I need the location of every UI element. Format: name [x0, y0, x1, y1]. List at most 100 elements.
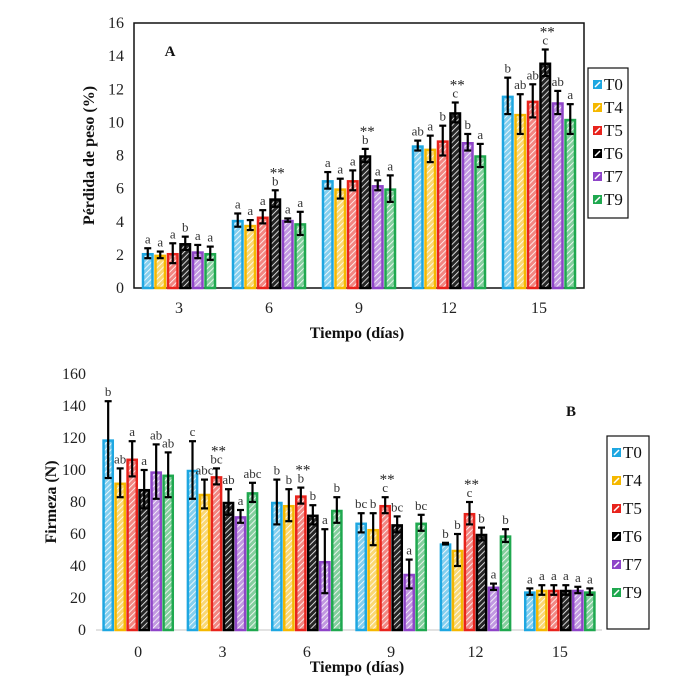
x-tick-label: 6 [303, 644, 311, 661]
bar-hatch [413, 146, 423, 288]
significance-letter: b [272, 173, 279, 188]
plot-frame [133, 22, 585, 289]
legend-label-t7: T7 [604, 167, 623, 186]
significance-letter: a [587, 571, 593, 586]
bar-hatch [247, 493, 258, 630]
bar-hatch [272, 503, 282, 630]
bar-hatch [223, 503, 234, 630]
bar-hatch [308, 515, 318, 630]
significance-letter: a [170, 226, 176, 241]
bar-hatch [425, 149, 435, 288]
panel-label: A [165, 44, 176, 60]
y-tick-label: 0 [116, 280, 124, 297]
significance-letter: a [297, 195, 303, 210]
legend-label-t5: T5 [623, 499, 642, 518]
bar-hatch [368, 530, 378, 630]
significance-letter: b [182, 220, 189, 235]
significance-letter: c [452, 86, 458, 101]
y-tick-label: 120 [62, 430, 86, 447]
significance-letter: a [285, 201, 291, 216]
bar-hatch [553, 103, 563, 288]
y-tick-label: 160 [62, 366, 86, 383]
bar-hatch [385, 189, 395, 288]
bar-hatch [440, 544, 451, 630]
bar-hatch [155, 255, 165, 288]
significance-letter: ab [222, 472, 234, 487]
significance-stars: ** [464, 477, 479, 493]
significance-letter: a [427, 119, 433, 134]
bar-hatch [296, 496, 306, 630]
x-axis-label: Tiempo (días) [310, 659, 404, 676]
bar-hatch [295, 224, 305, 288]
legend-label-t9: T9 [623, 583, 642, 602]
bar-hatch [245, 226, 255, 288]
significance-letter: a [477, 127, 483, 142]
legend: T0 T4 T5 T6 T7 T9 [587, 67, 629, 219]
legend-label-t7: T7 [623, 555, 642, 574]
significance-letter: ab [527, 67, 539, 82]
y-tick-label: 6 [116, 181, 124, 198]
x-tick-label: 0 [134, 644, 142, 661]
x-tick-label: 6 [265, 300, 273, 317]
significance-letter: a [387, 158, 393, 173]
bar-hatch [187, 471, 198, 630]
legend-label-t9: T9 [604, 190, 623, 209]
significance-letter: ab [552, 74, 564, 89]
legend-swatch-hatch [594, 104, 601, 111]
bar-hatch [323, 181, 333, 288]
significance-letter: b [286, 472, 293, 487]
significance-letter: a [322, 512, 328, 527]
significance-letter: b [465, 117, 472, 132]
bar-hatch [199, 495, 210, 630]
y-tick-label: 100 [62, 462, 86, 479]
legend-label-t0: T0 [623, 443, 642, 462]
bar-hatch [476, 535, 487, 630]
bar-hatch [549, 591, 559, 630]
y-tick-label: 60 [70, 526, 86, 543]
legend-swatch-hatch [594, 150, 601, 157]
x-axis-label: Tiempo (días) [310, 325, 404, 342]
bar-hatch [392, 525, 402, 630]
bar-hatch [540, 63, 550, 288]
significance-stars: ** [450, 78, 465, 94]
significance-letter: abc [195, 463, 213, 478]
bar-hatch [233, 221, 243, 288]
bar-hatch [450, 113, 460, 288]
significance-letter: bc [391, 499, 404, 514]
bar-hatch [585, 592, 595, 630]
significance-letter: a [157, 235, 163, 250]
x-tick-label: 9 [387, 644, 395, 661]
x-tick-label: 12 [441, 300, 457, 317]
significance-letter: ab [114, 451, 126, 466]
bar-hatch [168, 254, 178, 288]
significance-letter: a [350, 153, 356, 168]
significance-letter: a [527, 571, 533, 586]
significance-letter: b [440, 109, 447, 124]
bar-hatch [151, 472, 161, 630]
bar-hatch [380, 506, 390, 630]
legend-label-t4: T4 [604, 98, 623, 117]
y-tick-label: 0 [78, 622, 86, 639]
significance-letter: a [491, 567, 497, 582]
bar-hatch [180, 244, 190, 288]
bar-hatch [356, 523, 366, 630]
significance-letter: b [310, 488, 317, 503]
x-tick-label: 15 [531, 300, 547, 317]
bar-hatch [258, 217, 268, 288]
x-tick-label: 3 [219, 644, 227, 661]
legend-swatch-hatch [613, 477, 620, 484]
significance-letter: a [325, 155, 331, 170]
bar-hatch [348, 181, 358, 288]
bar-hatch [463, 143, 473, 288]
y-tick-label: 2 [116, 247, 124, 264]
y-axis-label: Firmeza (N) [43, 460, 60, 543]
y-tick-label: 12 [108, 81, 124, 98]
bar-hatch [475, 156, 485, 288]
legend-swatch-hatch [613, 533, 620, 540]
significance-stars: ** [380, 472, 395, 488]
bar-hatch [528, 101, 538, 288]
significance-letter: b [105, 384, 112, 399]
bar-hatch [488, 587, 499, 630]
